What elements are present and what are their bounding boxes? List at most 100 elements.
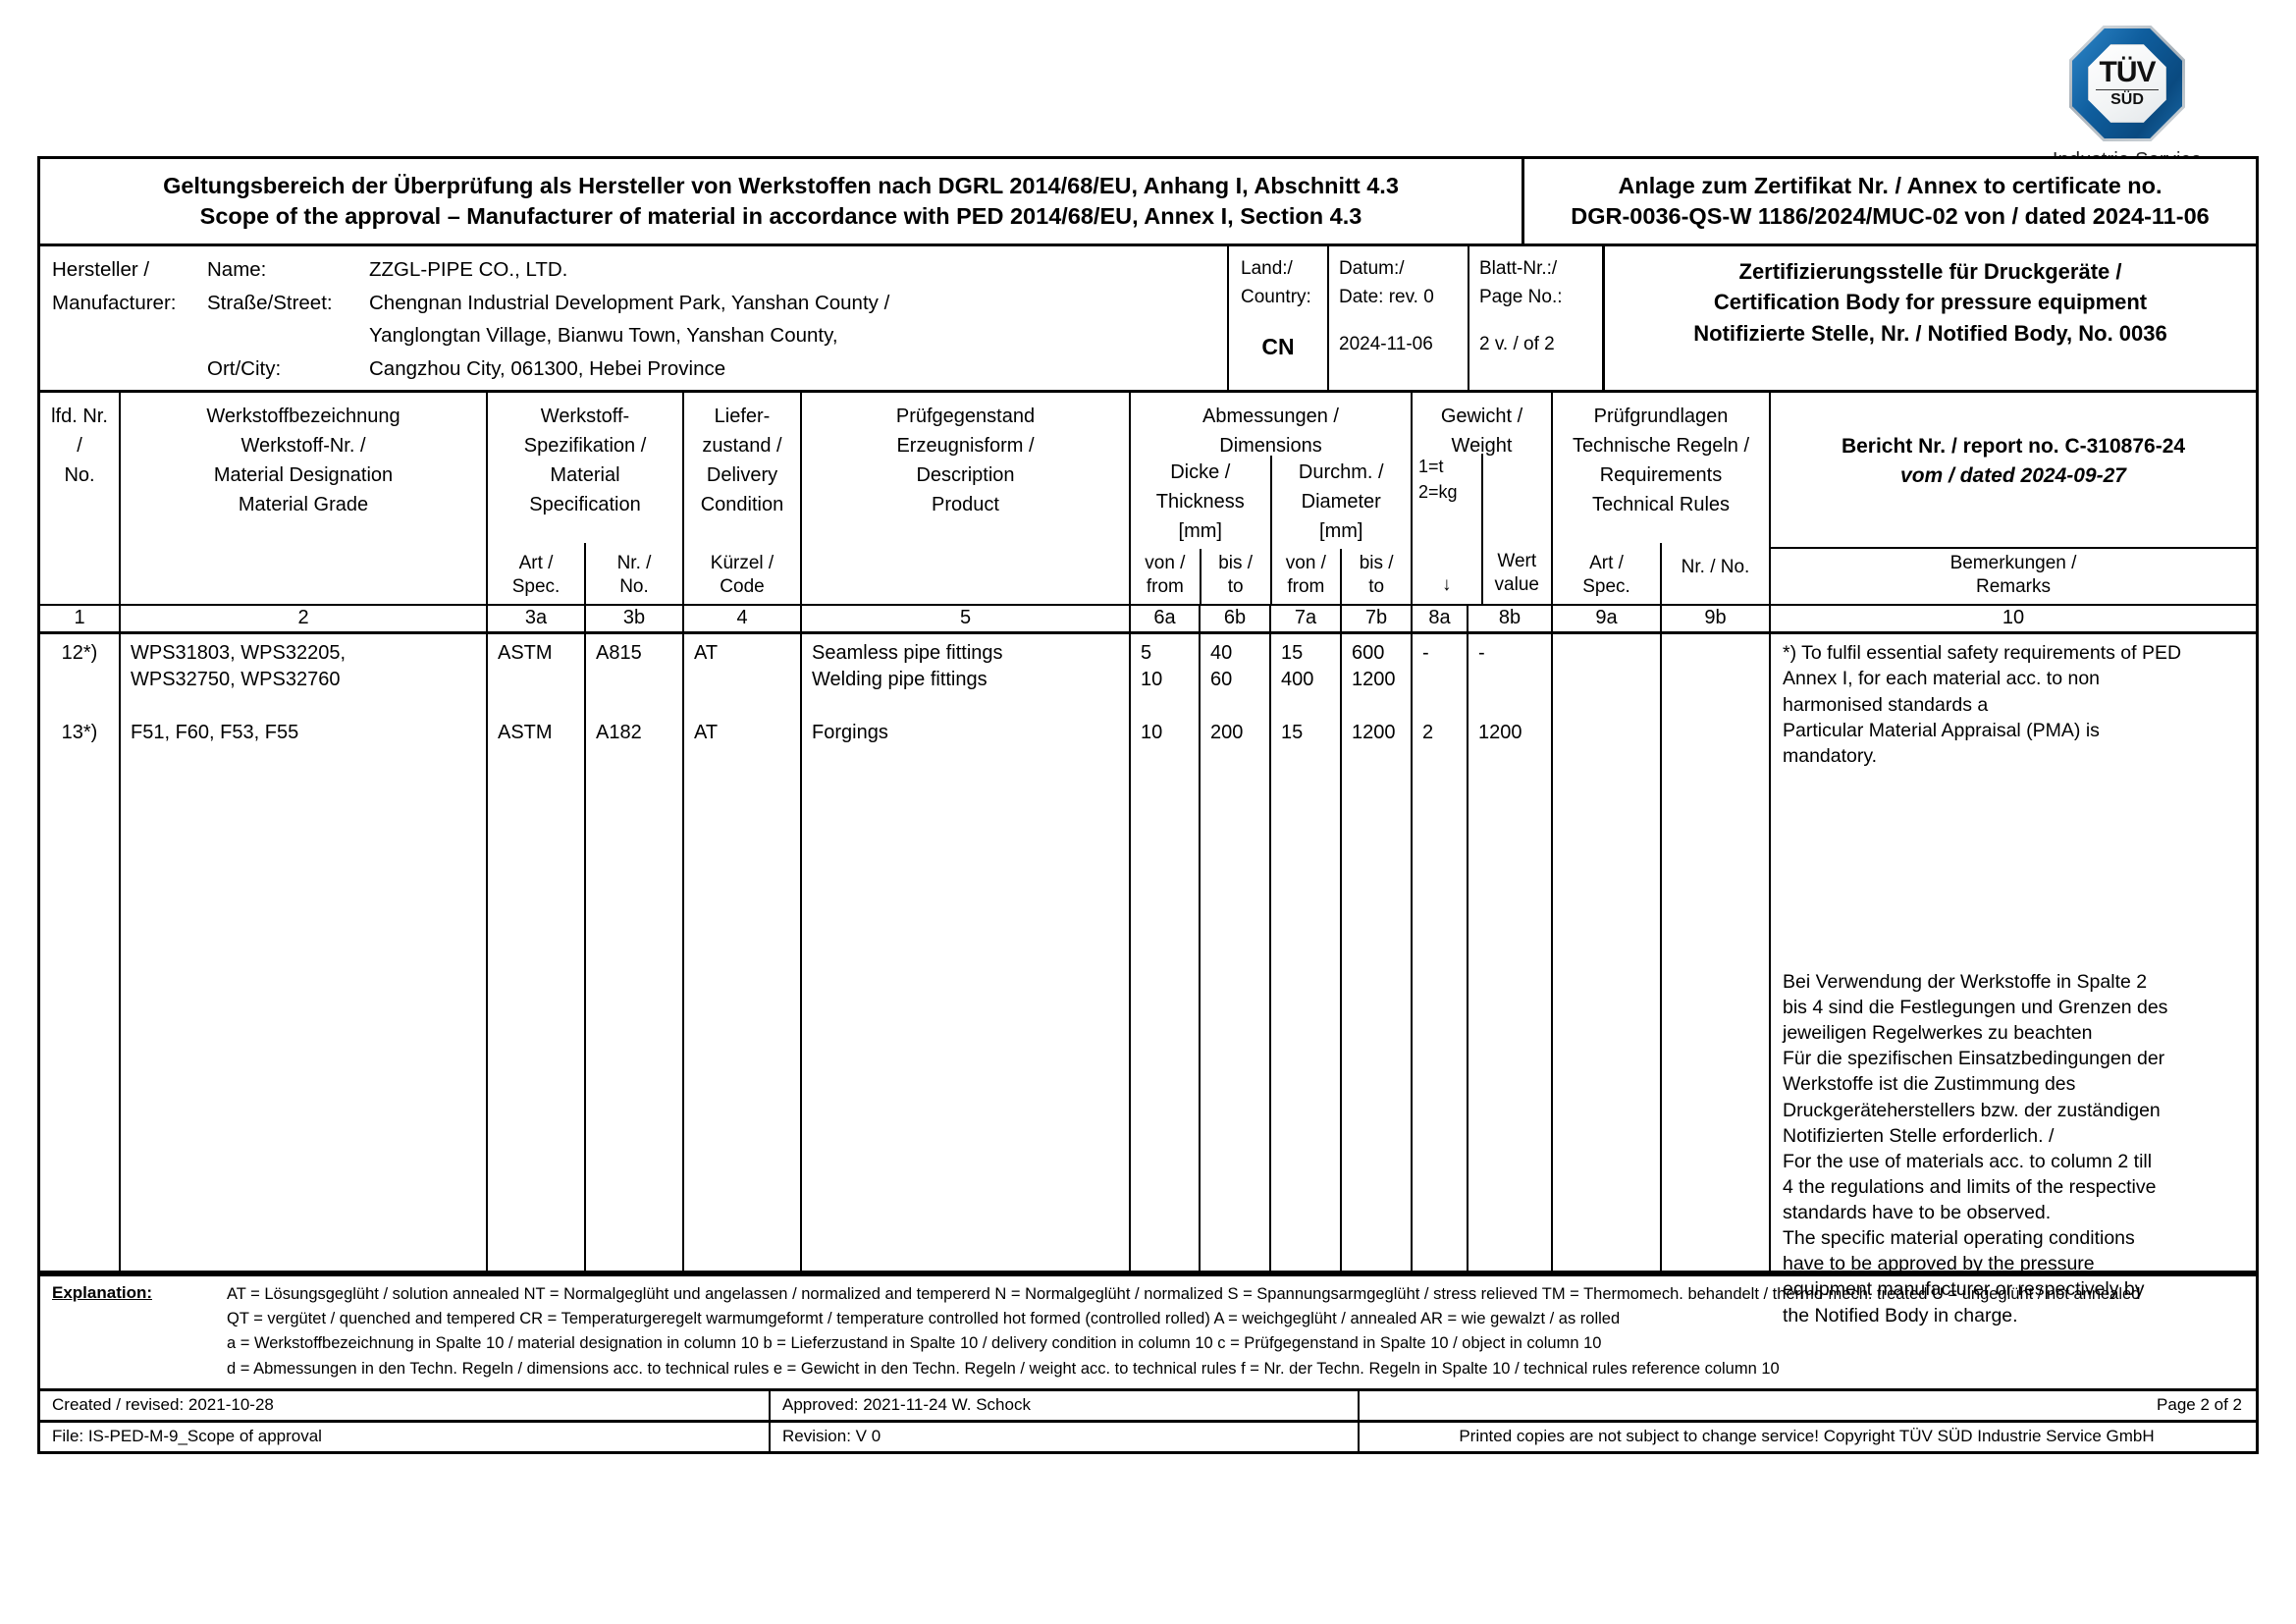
country-label-de: Land:/ (1241, 258, 1293, 280)
annex-value: DGR-0036-QS-W 1186/2024/MUC-02 von / dat… (1571, 203, 2210, 230)
col2-l3: Material Designation (213, 464, 394, 487)
remarks-note: *) To fulfil essential safety requiremen… (1771, 634, 2256, 769)
explanation-line-3: a = Werkstoffbezeichnung in Spalte 10 / … (227, 1334, 1602, 1353)
remarks-bold-line-6: Notifizierten Stelle erforderlich. / (1783, 1124, 2055, 1147)
row1-product-1: Forgings (812, 721, 888, 743)
scope-title-de: Geltungsbereich der Überprüfung als Hers… (163, 173, 1399, 198)
row1-spec-no: A182 (596, 721, 642, 743)
col8-l2: Weight (1451, 435, 1513, 458)
col3a-s1: Art / (518, 552, 554, 573)
footer-created: Created / revised: 2021-10-28 (40, 1390, 771, 1420)
scope-title: Geltungsbereich der Überprüfung als Hers… (40, 159, 1524, 244)
remarks-bold-line-4: Werkstoffe ist die Zustimmung des (1783, 1073, 2076, 1096)
cell-diameter-to: 600 1200 1200 (1342, 634, 1413, 1272)
col5-l3: Description (916, 464, 1015, 487)
thick-l2: Thickness (1155, 491, 1245, 514)
cell-rules-spec (1553, 634, 1662, 1272)
explanation-line-4: d = Abmessungen in den Techn. Regeln / d… (227, 1359, 1780, 1378)
col4-l2: zustand / (702, 435, 782, 458)
col9-l4: Technical Rules (1591, 494, 1731, 516)
remarks-note-line-2: harmonised standards a (1783, 693, 1989, 716)
colnum-2: 2 (121, 606, 488, 632)
logo-sud-text: SÜD (2110, 91, 2144, 108)
page-no-cell: Blatt-Nr.:/ Page No.: 2 v. / of 2 (1469, 246, 1605, 391)
col9-l2: Technische Regeln / (1572, 435, 1750, 458)
row0-delivery: AT (694, 642, 719, 665)
col9a-s2: Spec. (1582, 575, 1630, 597)
cell-thickness-from: 5 10 10 (1131, 634, 1201, 1272)
cell-product: Seamless pipe fittings Welding pipe fitt… (802, 634, 1131, 1272)
col4-s2: Code (720, 575, 765, 597)
colnum-8b: 8b (1468, 606, 1553, 632)
name-label: Name: (207, 258, 267, 282)
col7b-s2: to (1368, 575, 1385, 597)
report-date: vom / dated 2024-09-27 (1900, 463, 2126, 487)
col67-l2: Dimensions (1219, 435, 1322, 458)
colnum-3b: 3b (586, 606, 684, 632)
colnum-6b: 6b (1201, 606, 1271, 632)
manufacturer-band: Hersteller / Name: ZZGL-PIPE CO., LTD. M… (40, 246, 2256, 394)
row1-weight-unit: 2 (1422, 721, 1434, 743)
footer-row-top: Created / revised: 2021-10-28 Approved: … (40, 1390, 2256, 1423)
cell-no: 12*) 13*) (40, 634, 121, 1272)
date-value: 2024-11-06 (1339, 333, 1433, 354)
col1-l2: / (77, 435, 82, 458)
col4-l3: Delivery (706, 464, 778, 487)
col-header-report-remarks: Bericht Nr. / report no. C-310876-24 vom… (1771, 393, 2256, 604)
col-header-weight: Gewicht / Weight 1=t 2=kg ↓ (1413, 393, 1553, 605)
city-value: Cangzhou City, 061300, Hebei Province (369, 356, 726, 380)
row0-diam-to-1: 600 (1352, 642, 1385, 665)
col9-l1: Prüfgrundlagen (1593, 406, 1729, 428)
cert-body-line2: Certification Body for pressure equipmen… (1713, 290, 2148, 315)
col-header-dimensions: Abmessungen / Dimensions Dicke / Thickne… (1131, 393, 1413, 605)
country-cell: Land:/ Country: CN (1229, 246, 1329, 391)
cell-material-designation: WPS31803, WPS32205, WPS32750, WPS32760 F… (121, 634, 488, 1272)
row0-weight-value: - (1478, 642, 1485, 665)
col3-l3: Material (550, 464, 620, 487)
row0-diam-from-2: 400 (1281, 669, 1314, 691)
col3a-sub: Art / Spec. (488, 543, 584, 604)
row0-weight-unit: - (1422, 642, 1429, 665)
col7a-s1: von / (1285, 552, 1326, 573)
colnum-5: 5 (802, 606, 1131, 632)
remarks-bold-line-2: jeweiligen Regelwerkes zu beachten (1783, 1022, 2093, 1045)
cell-delivery-condition: AT AT (684, 634, 802, 1272)
annex-title: Anlage zum Zertifikat Nr. / Annex to cer… (1524, 159, 2256, 244)
explanation-lines: AT = Lösungsgeglüht / solution annealed … (227, 1282, 2246, 1380)
col4-s1: Kürzel / (710, 552, 774, 573)
col3b-sub: Nr. / No. (584, 543, 682, 605)
thick-l1: Dicke / (1170, 461, 1231, 484)
row0-product-1: Seamless pipe fittings (812, 642, 1003, 665)
remarks-bold-line-5: Druckgeräteherstellers bzw. der zuständi… (1783, 1099, 2161, 1121)
remarks-note-line-4: mandatory. (1783, 744, 1878, 767)
col-header-delivery-condition: Liefer- zustand / Delivery Condition Kür… (684, 393, 802, 605)
col5-l4: Product (932, 494, 999, 516)
remarks-note-line-3: Particular Material Appraisal (PMA) is (1783, 719, 2100, 741)
row1-diam-from: 15 (1281, 721, 1304, 743)
col4-l4: Condition (700, 494, 784, 516)
country-label-en: Country: (1241, 287, 1311, 308)
col7a-s2: from (1287, 575, 1325, 597)
col8a-sub: 1=t 2=kg ↓ (1413, 454, 1481, 604)
row0-thick-to-2: 60 (1210, 669, 1233, 691)
explanation-section: Explanation: AT = Lösungsgeglüht / solut… (40, 1273, 2256, 1391)
annex-label: Anlage zum Zertifikat Nr. / Annex to cer… (1618, 173, 2163, 198)
title-band: Geltungsbereich der Überprüfung als Hers… (40, 159, 2256, 247)
date-label-en: Date: rev. 0 (1339, 287, 1434, 308)
cell-weight-value: - 1200 (1468, 634, 1553, 1272)
cell-weight-unit: - 2 (1413, 634, 1468, 1272)
row1-thick-from: 10 (1141, 721, 1163, 743)
thick-unit: [mm] (1178, 520, 1222, 543)
cell-thickness-to: 40 60 200 (1201, 634, 1271, 1272)
page-label-de: Blatt-Nr.:/ (1479, 258, 1558, 280)
manufacturer-label-de: Hersteller / (52, 258, 150, 282)
col6a-s2: from (1146, 575, 1184, 597)
remarks-note-line-0: *) To fulfil essential safety requiremen… (1783, 642, 2182, 665)
col7a-sub: von / from (1272, 549, 1341, 604)
remarks-bold-line-0: Bei Verwendung der Werkstoffe in Spalte … (1783, 970, 2148, 993)
footer-row-bottom: File: IS-PED-M-9_Scope of approval Revis… (40, 1422, 2256, 1451)
col7b-s1: bis / (1359, 552, 1394, 573)
footer-page: Page 2 of 2 (2157, 1394, 2242, 1414)
spacer-c (40, 353, 195, 385)
